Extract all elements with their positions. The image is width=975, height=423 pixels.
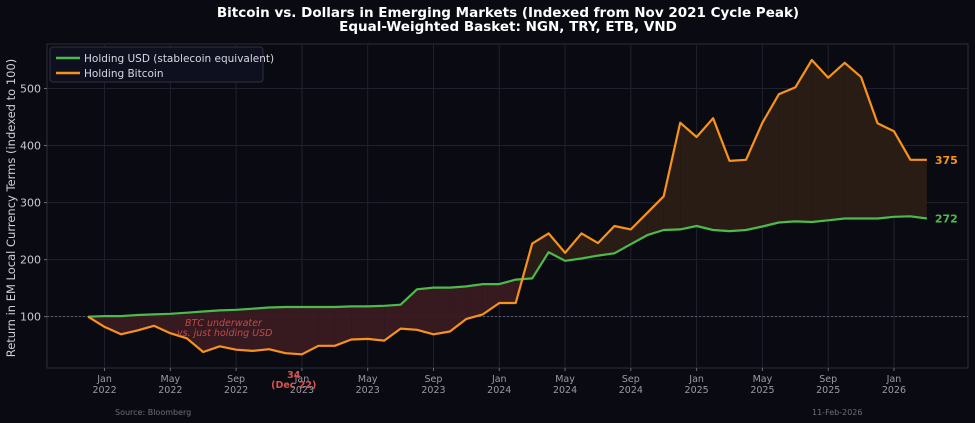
underwater-fill bbox=[153, 313, 171, 334]
legend: Holding USD (stablecoin equivalent) Hold… bbox=[49, 46, 274, 83]
outperform-fill bbox=[844, 62, 862, 219]
outperform-fill bbox=[597, 225, 615, 256]
y-tick-label: 100 bbox=[20, 311, 41, 324]
outperform-fill bbox=[581, 233, 598, 259]
outperform-fill bbox=[795, 59, 812, 222]
underwater-fill bbox=[203, 310, 220, 353]
x-tick-label: 2024 bbox=[619, 385, 643, 396]
underwater-fill bbox=[482, 284, 500, 315]
underwater-fill bbox=[318, 306, 335, 346]
x-tick-label: Jan bbox=[886, 374, 902, 385]
chart-subtitle: Equal-Weighted Basket: NGN, TRY, ETB, VN… bbox=[339, 19, 677, 35]
outperform-fill bbox=[532, 233, 549, 279]
outperform-fill bbox=[811, 59, 829, 222]
underwater-fill bbox=[186, 311, 204, 353]
outperform-fill bbox=[877, 123, 894, 219]
outperform-fill bbox=[565, 233, 582, 261]
usd-series-line bbox=[88, 215, 928, 318]
underwater-annotation-line2: vs. just holding USD bbox=[177, 328, 272, 339]
x-tick-label: Jan bbox=[688, 374, 704, 385]
outperform-fill bbox=[663, 122, 681, 230]
underwater-fill bbox=[219, 309, 237, 350]
underwater-fill bbox=[466, 284, 483, 319]
underwater-fill bbox=[334, 306, 352, 346]
x-tick-label: May bbox=[161, 374, 181, 385]
x-tick-label: 2024 bbox=[487, 385, 511, 396]
outperform-fill bbox=[910, 159, 927, 219]
underwater-fill bbox=[236, 308, 253, 351]
underwater-fill bbox=[170, 312, 187, 339]
x-tick-label: 2025 bbox=[750, 385, 774, 396]
chart-title: Bitcoin vs. Dollars in Emerging Markets … bbox=[217, 5, 799, 21]
x-tick-label: 2026 bbox=[882, 385, 906, 396]
y-axis: 100 200 300 400 500 bbox=[20, 82, 47, 324]
y-tick-label: 200 bbox=[20, 254, 41, 267]
date-stamp: 11-Feb-2026 bbox=[812, 408, 862, 417]
x-tick-label: 2025 bbox=[816, 385, 840, 396]
area-fills bbox=[88, 59, 927, 355]
x-tick-label: 2022 bbox=[158, 385, 182, 396]
bitcoin-end-label: 375 bbox=[935, 154, 958, 167]
outperform-fill bbox=[647, 196, 664, 236]
bitcoin-series-line bbox=[87, 58, 927, 356]
legend-label-usd: Holding USD (stablecoin equivalent) bbox=[84, 53, 274, 65]
underwater-fill bbox=[121, 314, 138, 335]
legend-label-bitcoin: Holding Bitcoin bbox=[84, 68, 163, 80]
x-tick-label: 2023 bbox=[356, 385, 380, 396]
underwater-fill bbox=[351, 306, 368, 340]
x-tick-label: Jan bbox=[491, 374, 507, 385]
x-tick-label: Sep bbox=[227, 374, 245, 385]
outperform-fill bbox=[696, 118, 714, 230]
underwater-fill bbox=[367, 305, 385, 341]
outperform-fill bbox=[778, 87, 796, 223]
y-tick-label: 400 bbox=[20, 140, 41, 153]
x-tick-label: May bbox=[555, 374, 575, 385]
x-tick-label: 2023 bbox=[421, 385, 445, 396]
underwater-fill bbox=[433, 287, 450, 335]
x-tick-label: 2024 bbox=[553, 385, 577, 396]
low-point-value: 34 bbox=[287, 370, 301, 381]
outperform-fill bbox=[745, 122, 763, 230]
underwater-fill bbox=[301, 306, 319, 355]
x-tick-label: Sep bbox=[819, 374, 837, 385]
source-note: Source: Bloomberg bbox=[115, 408, 191, 417]
outperform-fill bbox=[729, 159, 746, 232]
legend-box bbox=[49, 46, 264, 83]
low-point-date: (Dec 22) bbox=[271, 380, 316, 391]
underwater-fill bbox=[499, 279, 516, 303]
x-tick-label: Sep bbox=[622, 374, 640, 385]
outperform-fill bbox=[680, 122, 697, 230]
underwater-fill bbox=[104, 316, 122, 335]
x-tick-label: Sep bbox=[425, 374, 443, 385]
underwater-fill bbox=[417, 287, 434, 335]
underwater-fill bbox=[449, 286, 467, 332]
outperform-fill bbox=[762, 94, 779, 227]
x-tick-label: Jan bbox=[96, 374, 112, 385]
x-tick-label: May bbox=[753, 374, 773, 385]
underwater-fill bbox=[269, 306, 286, 354]
underwater-fill bbox=[285, 306, 302, 355]
y-axis-label: Return in EM Local Currency Terms (index… bbox=[4, 59, 18, 358]
x-tick-label: 2023 bbox=[290, 385, 314, 396]
outperform-fill bbox=[828, 62, 845, 221]
underwater-fill bbox=[252, 307, 270, 351]
underwater-fill bbox=[400, 289, 418, 330]
x-tick-label: Jan bbox=[294, 374, 310, 385]
usd-end-label: 272 bbox=[935, 213, 958, 226]
y-tick-label: 500 bbox=[20, 82, 41, 95]
underwater-annotation-line1: BTC underwater bbox=[185, 318, 263, 329]
y-tick-label: 300 bbox=[20, 197, 41, 210]
x-axis: Jan2022May2022Sep2022Jan2023May2023Sep20… bbox=[92, 368, 906, 396]
series-lines: 272 375 bbox=[87, 58, 958, 356]
outperform-fill bbox=[713, 118, 730, 232]
x-tick-label: 2022 bbox=[92, 385, 116, 396]
outperform-fill bbox=[893, 131, 911, 217]
x-tick-label: May bbox=[358, 374, 378, 385]
x-tick-label: 2025 bbox=[685, 385, 709, 396]
x-tick-label: 2022 bbox=[224, 385, 248, 396]
